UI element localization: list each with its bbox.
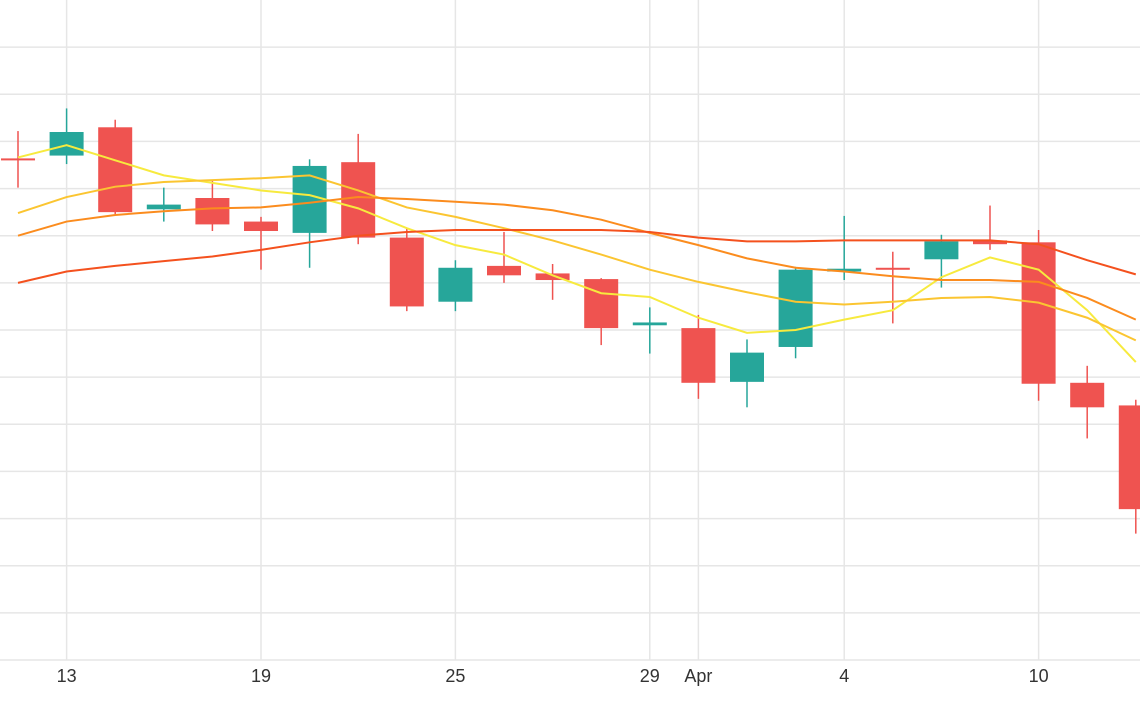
x-tick-label: 4 (839, 666, 849, 686)
moving-average-line (17, 144, 1137, 363)
candle-body (875, 267, 910, 270)
candle-body (535, 273, 570, 281)
candle-body (1, 158, 35, 161)
candle-body (730, 352, 764, 382)
candle-body (681, 328, 716, 383)
candle-body (292, 165, 327, 233)
candle-body (49, 132, 84, 156)
candle-body (827, 268, 862, 272)
x-tick-label: 19 (251, 666, 271, 686)
moving-average-line (17, 174, 1137, 342)
x-tick-label: 25 (445, 666, 465, 686)
x-tick-label: 29 (640, 666, 660, 686)
candle-body (389, 237, 424, 307)
candle-body (195, 198, 230, 225)
candle-body (98, 127, 133, 213)
candle-body (778, 269, 813, 347)
x-tick-label: 13 (57, 666, 77, 686)
x-tick-label: Apr (684, 666, 712, 686)
candle-body (1021, 242, 1056, 384)
moving-average-line (17, 229, 1137, 284)
candle-body (1070, 382, 1105, 408)
candle-body (973, 240, 1007, 245)
candle-body (341, 162, 376, 238)
candle-body (1118, 405, 1140, 510)
candle-body (487, 265, 521, 276)
moving-average-line (17, 196, 1137, 321)
candle-body (584, 279, 619, 329)
candle-body (438, 267, 473, 302)
candle-body (924, 241, 959, 260)
candle-body (146, 204, 181, 210)
candle-body (244, 221, 278, 231)
x-tick-label: 10 (1029, 666, 1049, 686)
candle-body (632, 322, 667, 326)
